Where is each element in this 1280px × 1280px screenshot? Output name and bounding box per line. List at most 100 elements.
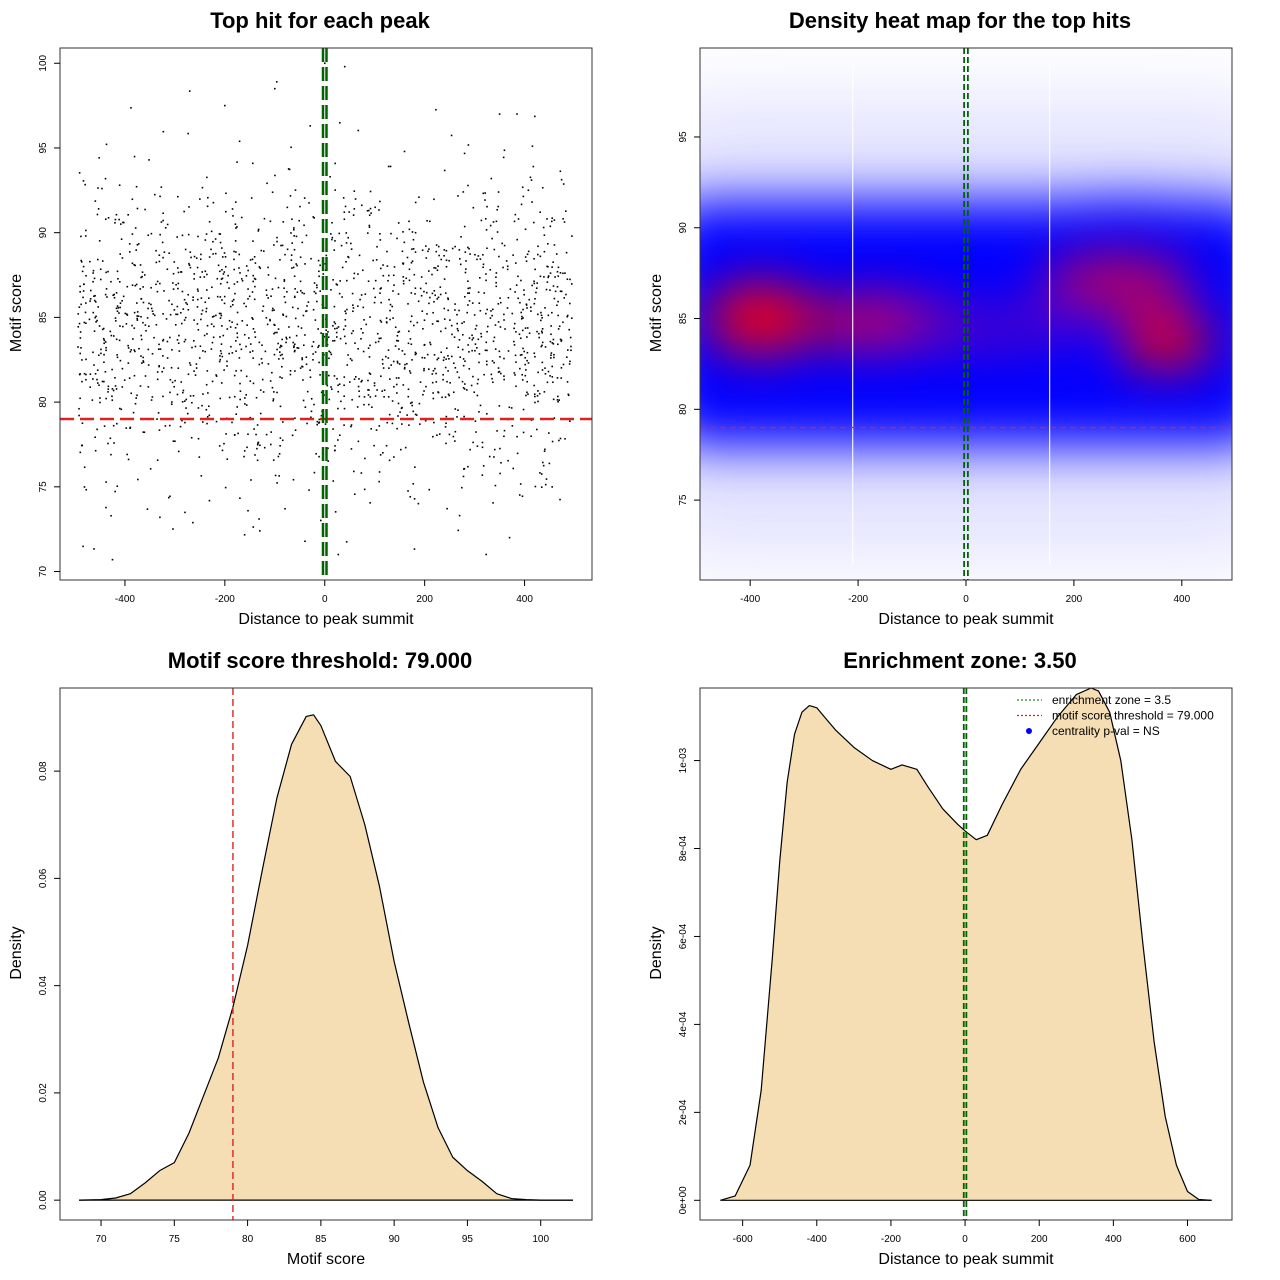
data-point — [353, 493, 356, 496]
data-point — [177, 450, 180, 453]
x-tick-label: 200 — [1031, 1234, 1048, 1245]
data-point — [171, 303, 173, 306]
data-point — [113, 442, 115, 444]
data-point — [137, 243, 140, 245]
data-point — [258, 518, 260, 520]
data-point — [136, 302, 138, 304]
data-point — [410, 292, 413, 294]
data-point — [323, 335, 326, 338]
data-point — [352, 304, 354, 306]
data-point — [557, 314, 559, 317]
data-point — [188, 90, 191, 92]
data-point — [346, 308, 348, 311]
data-point — [101, 328, 104, 331]
density-curve — [79, 714, 573, 1201]
data-point — [335, 283, 338, 285]
data-point — [266, 323, 269, 326]
data-point — [153, 314, 156, 317]
data-point — [229, 326, 232, 328]
data-point — [569, 336, 572, 339]
data-point — [381, 358, 384, 361]
data-point — [414, 251, 417, 253]
data-point — [425, 245, 427, 247]
data-point — [382, 367, 385, 369]
data-point — [432, 397, 435, 400]
data-point — [193, 319, 195, 321]
data-point — [540, 314, 543, 317]
data-point — [360, 294, 363, 296]
data-point — [437, 265, 439, 267]
data-point — [398, 348, 400, 350]
data-point — [533, 384, 536, 387]
data-point — [507, 459, 509, 462]
data-point — [426, 313, 428, 315]
data-point — [103, 353, 105, 356]
data-point — [111, 368, 113, 371]
data-point — [479, 277, 481, 279]
data-point — [392, 317, 394, 319]
data-point — [318, 344, 320, 347]
heatmap-panel: Density heat map for the top hits -400 -2… — [640, 0, 1280, 640]
data-point — [254, 262, 257, 264]
data-point — [382, 274, 385, 277]
data-point — [104, 371, 107, 373]
data-point — [457, 529, 460, 532]
data-point — [456, 322, 458, 325]
data-point — [564, 272, 566, 274]
data-point — [284, 253, 286, 256]
data-point — [476, 394, 479, 397]
data-point — [379, 267, 382, 270]
data-point — [391, 400, 394, 402]
data-point — [273, 391, 275, 393]
data-point — [443, 169, 446, 172]
data-point — [220, 382, 223, 384]
data-point — [269, 443, 272, 446]
data-point — [132, 411, 135, 414]
data-point — [297, 347, 300, 349]
data-point — [191, 346, 193, 349]
data-point — [79, 397, 81, 400]
data-point — [393, 284, 395, 286]
data-point — [445, 358, 447, 360]
data-point — [317, 259, 320, 262]
data-point — [125, 323, 128, 325]
data-point — [502, 266, 504, 269]
data-point — [272, 459, 275, 461]
data-point — [353, 378, 356, 380]
data-point — [363, 396, 366, 398]
data-point — [148, 325, 150, 328]
data-point — [536, 282, 538, 284]
data-point — [435, 108, 437, 111]
data-point — [523, 293, 525, 296]
data-point — [79, 451, 82, 454]
data-point — [114, 222, 116, 224]
data-point — [567, 349, 569, 351]
data-point — [216, 277, 219, 280]
data-point — [490, 310, 492, 312]
data-point — [505, 260, 508, 262]
y-tick-label: 0.06 — [38, 868, 49, 888]
data-point — [103, 380, 105, 383]
data-point — [218, 360, 221, 363]
data-point — [445, 422, 447, 425]
data-point — [565, 293, 567, 296]
data-point — [79, 373, 81, 375]
data-point — [112, 389, 115, 392]
data-point — [471, 302, 474, 304]
data-point — [100, 348, 102, 351]
data-point — [97, 187, 99, 189]
data-point — [450, 355, 453, 358]
data-point — [265, 316, 268, 319]
data-point — [451, 333, 453, 336]
data-point — [78, 306, 81, 308]
data-point — [211, 341, 214, 344]
data-point — [162, 256, 164, 259]
data-point — [408, 330, 410, 333]
data-point — [206, 205, 209, 208]
data-point — [539, 472, 541, 474]
data-point — [110, 280, 112, 283]
data-point — [409, 338, 412, 340]
data-point — [553, 353, 555, 356]
data-point — [80, 261, 83, 263]
data-point — [495, 285, 498, 288]
